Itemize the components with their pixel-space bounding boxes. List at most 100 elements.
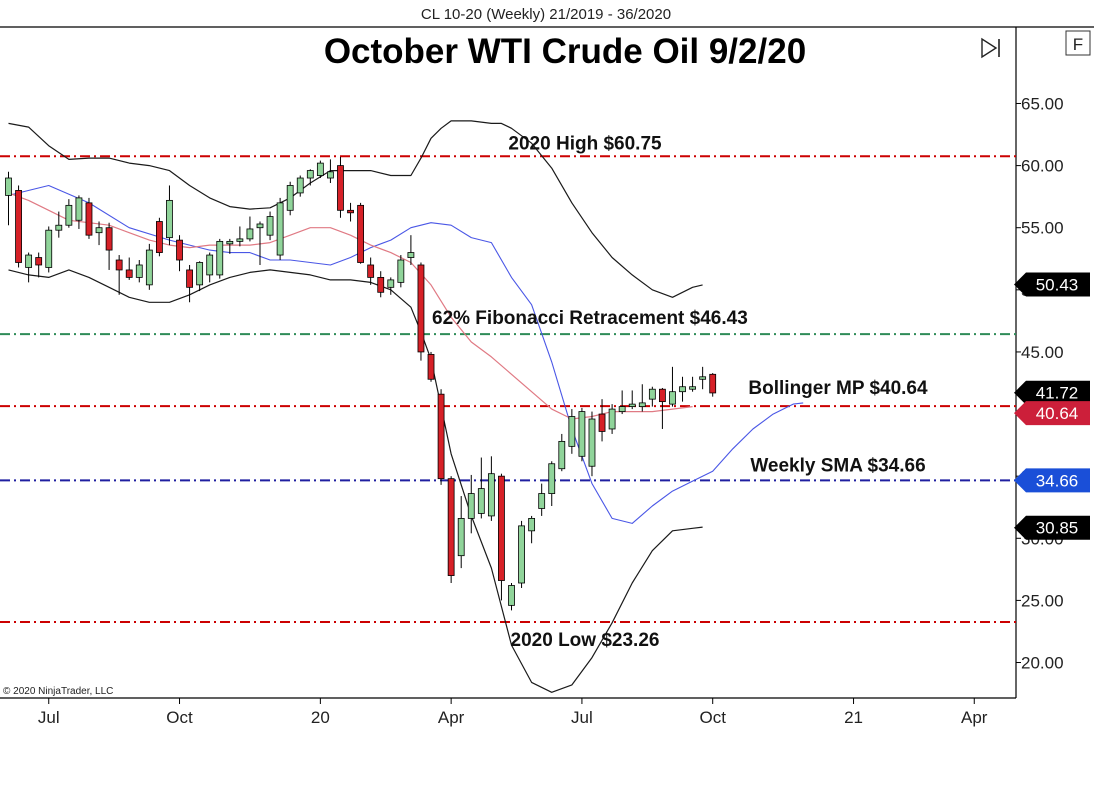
candle <box>679 376 686 402</box>
candle-body-up <box>638 402 646 408</box>
candle-body-up <box>467 493 475 519</box>
hline-label: Weekly SMA $34.66 <box>750 455 925 476</box>
candle <box>186 264 193 303</box>
candle <box>487 456 495 521</box>
symbol-header: CL 10-20 (Weekly) 21/2019 - 36/2020 <box>421 6 671 23</box>
candle <box>25 252 33 283</box>
candle-body-down <box>357 204 365 263</box>
candle-body-down <box>709 373 717 394</box>
candle-body-up <box>578 411 586 457</box>
candle <box>689 376 696 392</box>
hline-label: 62% Fibonacci Retracement $46.43 <box>432 308 748 329</box>
candle <box>75 195 83 229</box>
skip-to-end-icon[interactable] <box>981 37 1000 59</box>
price-flag-shape <box>1014 272 1090 297</box>
y-tick-label: 25.00 <box>1021 591 1064 610</box>
candle <box>155 217 163 257</box>
x-tick-label: 21 <box>844 708 863 727</box>
f-button-label: F <box>1073 35 1083 54</box>
candle-body-up <box>397 259 405 283</box>
candle <box>145 243 153 290</box>
price-flag-label: 50.43 <box>1036 275 1079 294</box>
candle-body-up <box>689 386 696 390</box>
candle <box>176 235 183 272</box>
candle-body-up <box>477 488 485 514</box>
candle-body-down <box>447 478 455 576</box>
candle-body-up <box>25 254 33 268</box>
candle <box>327 159 334 183</box>
x-tick-label: Apr <box>438 708 465 727</box>
candle <box>548 461 556 506</box>
candle-body-up <box>135 264 143 278</box>
candle <box>518 520 525 588</box>
candle-body-up <box>538 493 546 509</box>
candle-body-up <box>276 202 284 256</box>
candle <box>316 160 324 179</box>
bollinger-mid-line <box>8 192 693 420</box>
y-tick-label: 45.00 <box>1021 343 1064 362</box>
candle-body-up <box>206 254 214 276</box>
candle-body-up <box>286 185 294 211</box>
candle <box>618 390 626 415</box>
candle <box>45 226 53 273</box>
candle-body-down <box>347 209 354 214</box>
candle-body-up <box>236 238 244 242</box>
candle-body-up <box>216 240 224 276</box>
candle-body-down <box>115 259 123 271</box>
bollinger-upper-line <box>8 120 703 298</box>
hline-label: Bollinger MP $40.64 <box>748 378 928 399</box>
candle-body-up <box>266 216 274 236</box>
price-flag-label: 30.85 <box>1036 519 1079 538</box>
x-tick-label: Jul <box>571 708 593 727</box>
candle <box>276 197 284 261</box>
candle-body-up <box>568 416 576 447</box>
candle-body-up <box>5 177 12 196</box>
candle-body-up <box>166 199 173 239</box>
candle-body-up <box>246 228 254 240</box>
candle <box>15 185 22 268</box>
x-tick-label: Jul <box>38 708 60 727</box>
candle-body-up <box>487 473 495 517</box>
candle <box>477 457 485 519</box>
price-flag-shape <box>1014 515 1090 540</box>
candle <box>578 407 586 462</box>
price-flag: 41.72 <box>1014 380 1090 405</box>
candle <box>417 262 425 361</box>
f-button[interactable]: F <box>1065 30 1091 56</box>
candle-body-up <box>316 162 324 176</box>
candle <box>95 221 103 246</box>
annotations: 2020 High $60.75 62% Fibonacci Retracemen… <box>432 133 928 651</box>
candle-body-up <box>628 403 636 408</box>
candle-body-up <box>588 418 596 467</box>
price-flag: 30.85 <box>1014 515 1090 540</box>
candle <box>216 238 224 279</box>
candle <box>568 409 576 454</box>
candle-body-down <box>176 239 183 261</box>
candle-body-up <box>296 177 304 194</box>
candle-body-down <box>427 354 435 380</box>
candle-body-up <box>45 229 53 268</box>
candle <box>508 583 515 611</box>
x-tick-label: Apr <box>961 708 988 727</box>
candle <box>669 366 676 407</box>
candle <box>35 252 43 278</box>
candle <box>65 199 73 228</box>
candle <box>498 473 505 601</box>
x-tick-label: Oct <box>166 708 193 727</box>
candle <box>538 483 546 516</box>
candle-body-up <box>508 585 515 606</box>
price-flag: 34.66 <box>1014 468 1090 493</box>
price-flag-label: 41.72 <box>1036 384 1079 403</box>
candle-body-up <box>256 223 264 229</box>
candle <box>558 433 566 472</box>
candle-body-up <box>75 197 83 221</box>
candle <box>397 255 405 288</box>
candle <box>447 476 455 584</box>
candle <box>286 181 294 216</box>
price-flag: 40.64 <box>1014 401 1090 426</box>
candle <box>226 238 234 254</box>
candle <box>135 260 143 283</box>
candle <box>246 216 254 242</box>
candle-body-down <box>35 257 43 266</box>
